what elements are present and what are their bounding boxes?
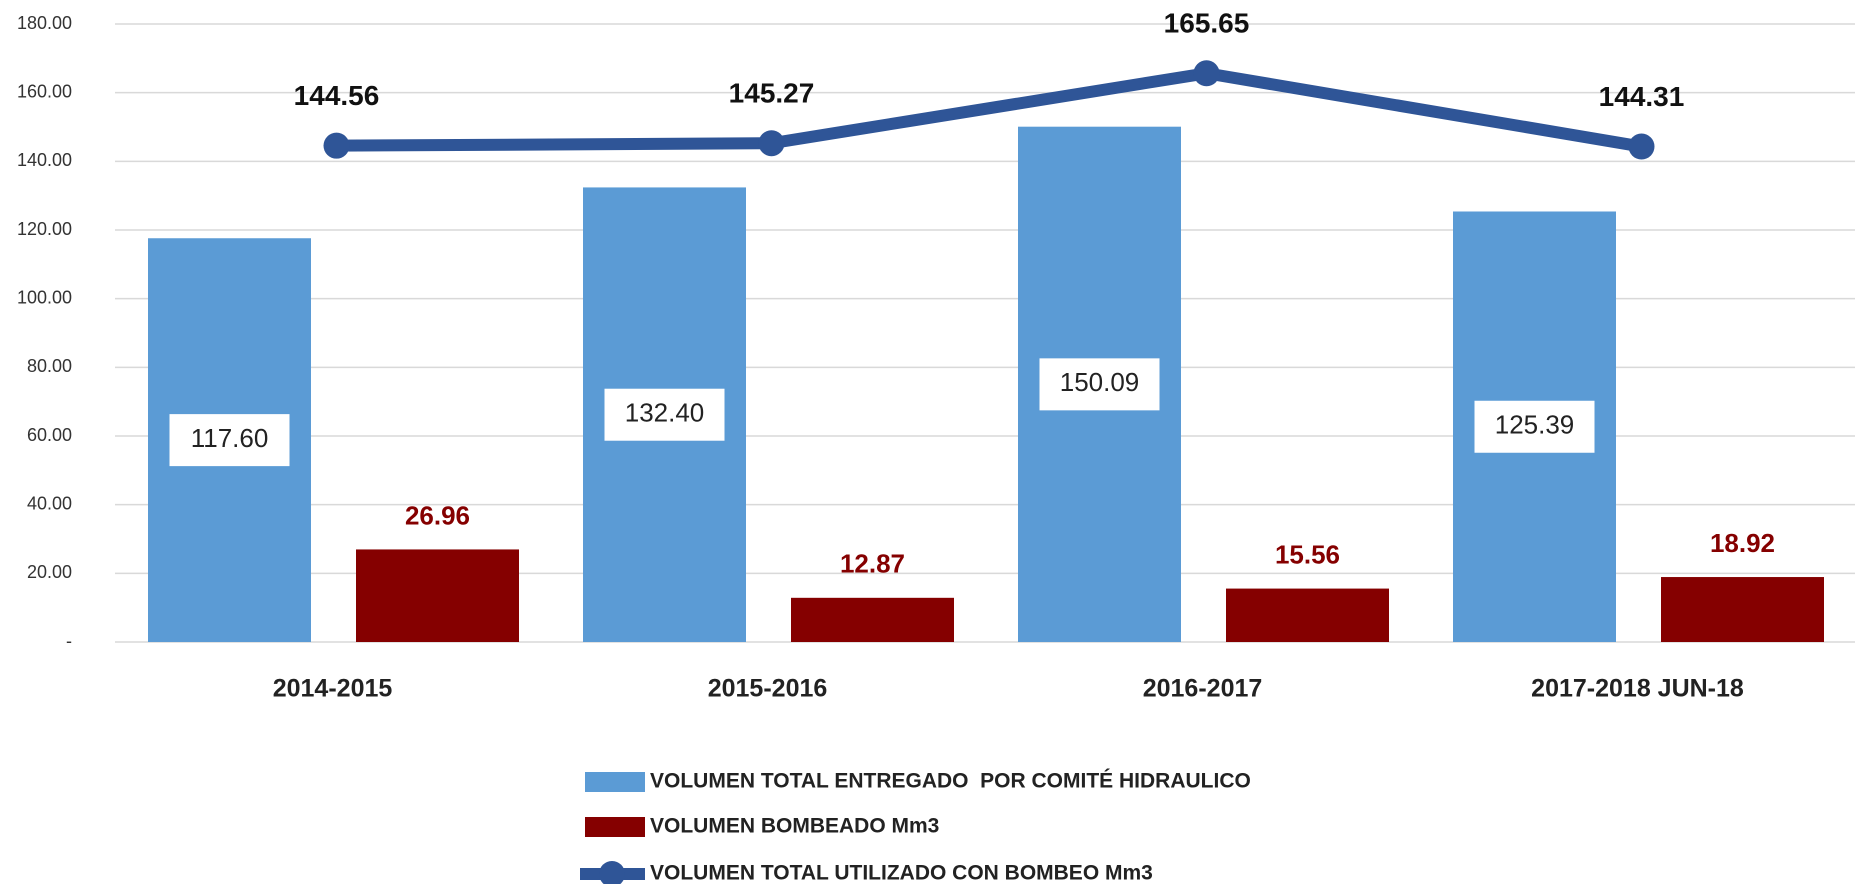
- y-tick-label: 20.00: [27, 562, 72, 582]
- x-tick-label: 2014-2015: [273, 675, 393, 703]
- y-tick-label: -: [66, 631, 72, 651]
- legend-swatch: [585, 817, 645, 837]
- line-marker: [758, 130, 785, 157]
- y-tick-label: 60.00: [27, 425, 72, 445]
- value-label-box: [604, 388, 725, 441]
- line-marker: [1193, 60, 1220, 87]
- line-marker: [323, 132, 350, 159]
- line-marker: [1628, 133, 1655, 160]
- value-label: 144.56: [294, 80, 380, 111]
- value-label: 145.27: [729, 78, 815, 109]
- legend-label: VOLUMEN BOMBEADO Mm3: [650, 815, 939, 838]
- value-label: 132.40: [625, 398, 705, 428]
- y-tick-label: 140.00: [17, 150, 72, 170]
- y-tick-label: 100.00: [17, 287, 72, 307]
- y-tick-label: 180.00: [17, 13, 72, 33]
- line: [336, 67, 1643, 153]
- bar: [356, 549, 519, 642]
- y-tick-label: 160.00: [17, 81, 72, 101]
- value-label: 125.39: [1495, 410, 1575, 440]
- value-label: 117.60: [191, 423, 269, 453]
- value-label: 150.09: [1060, 367, 1140, 397]
- value-label: 18.92: [1710, 528, 1775, 558]
- y-tick-label: 80.00: [27, 356, 72, 376]
- value-label-box: [169, 414, 290, 467]
- bar: [1226, 588, 1389, 642]
- value-label: 12.87: [840, 549, 905, 579]
- y-tick-label: 120.00: [17, 219, 72, 239]
- value-label: 165.65: [1164, 8, 1250, 39]
- x-tick-label: 2015-2016: [708, 675, 828, 703]
- bar: [791, 597, 954, 642]
- value-label-box: [1039, 358, 1160, 411]
- legend-label: VOLUMEN TOTAL ENTREGADO POR COMITÉ HIDRA…: [650, 770, 1251, 793]
- legend-label: VOLUMEN TOTAL UTILIZADO CON BOMBEO Mm3: [650, 862, 1153, 884]
- value-label: 144.31: [1599, 81, 1685, 112]
- x-tick-label: 2016-2017: [1143, 675, 1263, 703]
- bar: [1661, 577, 1824, 642]
- x-tick-label: 2017-2018 JUN-18: [1531, 675, 1744, 703]
- value-label: 26.96: [405, 500, 470, 530]
- value-label-box: [1474, 400, 1595, 453]
- legend-marker: [599, 861, 625, 884]
- value-label: 15.56: [1275, 539, 1340, 569]
- y-tick-label: 40.00: [27, 493, 72, 513]
- legend-swatch: [585, 772, 645, 792]
